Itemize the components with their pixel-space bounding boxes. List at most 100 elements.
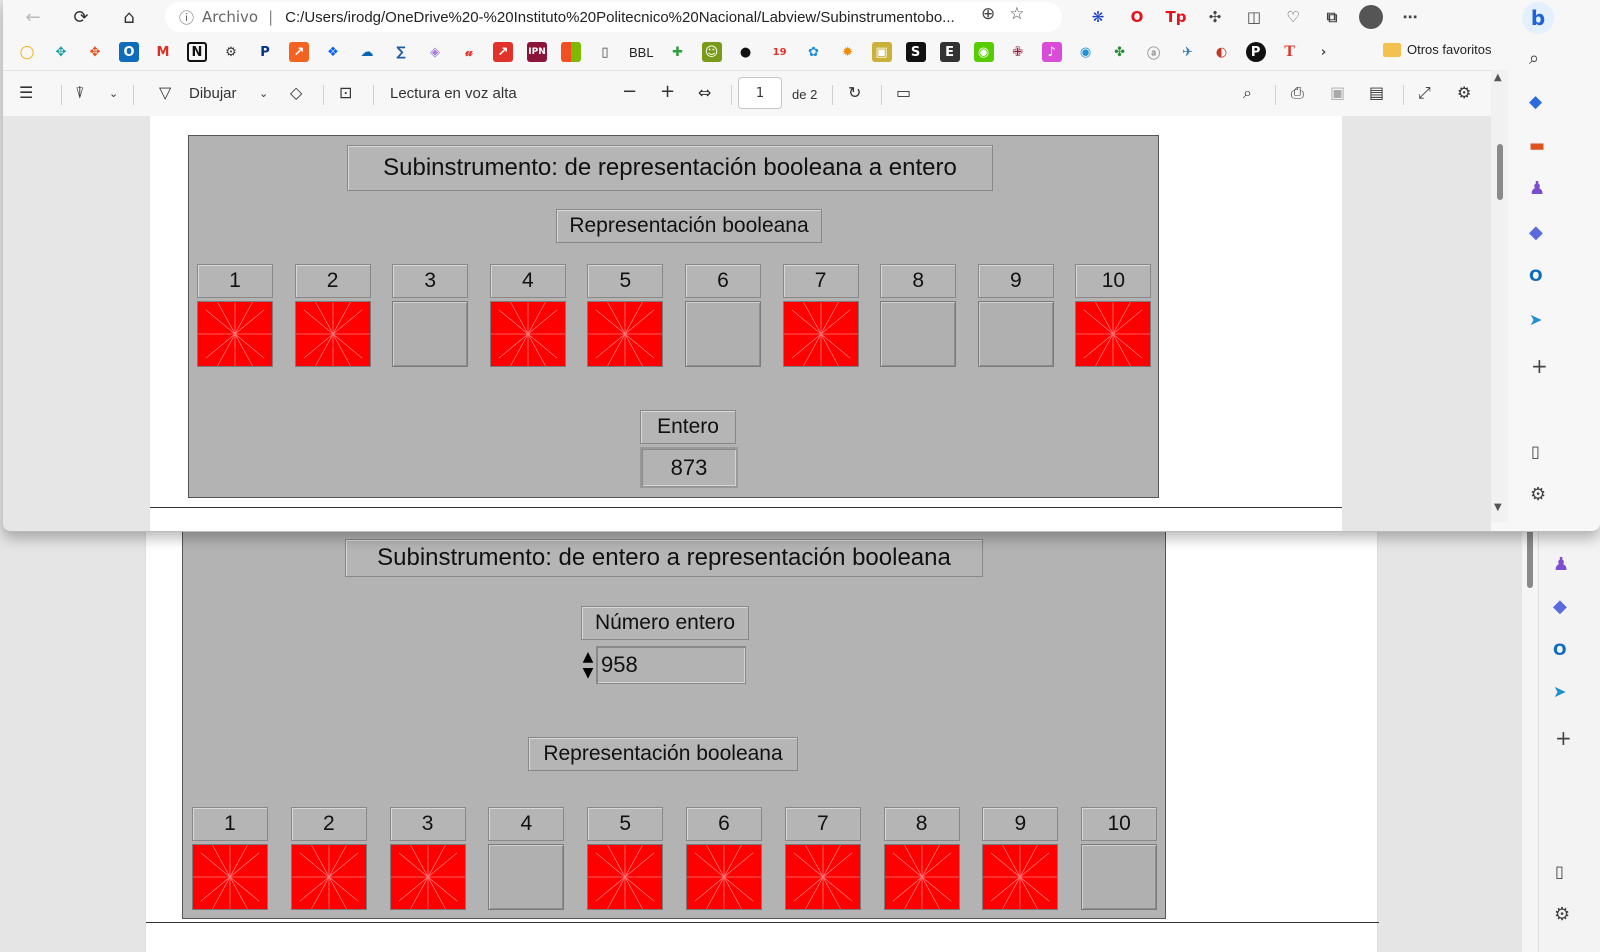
draw-pen-icon[interactable]: ▽	[159, 83, 172, 102]
led-off[interactable]	[685, 301, 761, 367]
duolingo-bookmark-icon[interactable]: ◉	[973, 42, 994, 62]
pdf-scrollbar[interactable]: ▲ ▼	[1491, 70, 1508, 522]
send-icon[interactable]: ➤	[1529, 310, 1543, 329]
bookmark-icon[interactable]: ✹	[842, 44, 854, 60]
decrement-arrow-icon[interactable]: ▼	[582, 665, 594, 681]
background-scrollbar[interactable]	[1522, 520, 1538, 952]
send-icon[interactable]: ➤	[1553, 682, 1567, 701]
bookmark-icon[interactable]: ☺	[701, 42, 722, 62]
bookmark-icon[interactable]: ⚙	[225, 44, 237, 60]
fullscreen-icon[interactable]: ⤢	[1418, 83, 1431, 102]
back-arrow-icon[interactable]: ←	[25, 6, 41, 28]
led-on[interactable]	[587, 301, 664, 367]
bookmark-icon[interactable]: ⓐ	[1147, 46, 1161, 62]
led-on[interactable]	[982, 844, 1059, 910]
settings-gear-icon[interactable]: ⚙	[1530, 484, 1547, 505]
scroll-thumb[interactable]	[1527, 524, 1533, 588]
fit-width-icon[interactable]: ⇔	[698, 83, 712, 102]
bookmark-icon[interactable]: ✙	[1012, 44, 1024, 60]
search-icon[interactable]: ⌕	[1243, 83, 1252, 102]
chevron-down-icon[interactable]: ⌄	[259, 87, 269, 100]
add-icon[interactable]: +	[1555, 726, 1572, 750]
save-icon[interactable]: ▣	[1330, 83, 1346, 102]
led-off[interactable]	[977, 301, 1054, 367]
split-screen-icon[interactable]: ◫	[1246, 8, 1262, 26]
extensions-puzzle-icon[interactable]: ✣	[1208, 8, 1222, 26]
copilot-icon[interactable]: b	[1522, 2, 1554, 34]
bookmark-icon[interactable]: ↗	[493, 42, 513, 62]
performance-icon[interactable]: ♡	[1286, 8, 1300, 26]
led-off[interactable]	[880, 301, 957, 367]
opera-icon[interactable]: O	[1130, 8, 1144, 26]
led-off[interactable]	[488, 844, 565, 910]
more-bookmarks-chevron-icon[interactable]: ›	[1320, 44, 1327, 60]
led-on[interactable]	[883, 844, 960, 910]
read-aloud-button[interactable]: Lectura en voz alta	[390, 85, 517, 102]
led-on[interactable]	[389, 844, 466, 910]
dropbox-bookmark-icon[interactable]: ❖	[327, 44, 339, 60]
led-off[interactable]	[1081, 844, 1158, 910]
document-bookmark-icon[interactable]: ▯	[601, 44, 609, 60]
calendar-bookmark-icon[interactable]: 19	[772, 46, 787, 58]
collections-icon[interactable]: ⧉	[1326, 8, 1338, 26]
bookmark-icon[interactable]: ◯	[19, 44, 35, 60]
home-icon[interactable]: ⌂	[123, 6, 135, 28]
settings-gear-icon[interactable]: ⚙	[1554, 904, 1571, 925]
profile-avatar[interactable]	[1358, 4, 1384, 30]
m365-icon[interactable]: ◆	[1529, 222, 1543, 243]
bookmark-icon[interactable]: IPN	[527, 42, 547, 62]
outlook-icon[interactable]: O	[1553, 640, 1567, 659]
games-icon[interactable]: ♟	[1553, 554, 1570, 575]
bookmark-icon[interactable]: ✥	[89, 44, 101, 60]
bookmark-icon[interactable]: 𝓊	[465, 44, 473, 60]
notion-bookmark-icon[interactable]: N	[187, 42, 207, 62]
pdf-viewer[interactable]: Subinstrumento: de representación boolea…	[3, 116, 1491, 531]
outlook-icon[interactable]: O	[1529, 266, 1543, 285]
bookmark-icon[interactable]: ✚	[672, 44, 684, 60]
led-on[interactable]	[587, 844, 664, 910]
scroll-up-arrow-icon[interactable]: ▲	[1494, 72, 1502, 83]
print-icon[interactable]: ⎙	[1291, 83, 1304, 102]
bookmark-icon[interactable]: P	[1245, 42, 1266, 62]
url-field[interactable]: ⓘ Archivo | C:/Users/irodg/OneDrive%20-%…	[165, 2, 1062, 32]
led-on[interactable]	[192, 844, 268, 910]
outlook-bookmark-icon[interactable]: O	[119, 42, 139, 62]
sidebar-toggle-icon[interactable]: ▯	[1531, 442, 1540, 461]
pdf-settings-gear-icon[interactable]: ⚙	[1457, 83, 1472, 102]
bookmark-icon[interactable]: ∑	[396, 44, 406, 60]
bookmark-icon[interactable]: ◉	[1079, 44, 1092, 60]
favorite-star-icon[interactable]: ☆	[1009, 4, 1025, 24]
add-icon[interactable]: +	[1531, 354, 1548, 378]
sidebar-toggle-icon[interactable]: ▯	[1555, 862, 1564, 881]
bookmark-icon[interactable]: ◈	[430, 44, 440, 60]
bookmark-icon[interactable]: ✥	[55, 44, 67, 60]
led-off[interactable]	[392, 301, 469, 367]
page-number-input[interactable]: 1	[738, 77, 782, 109]
led-on[interactable]	[1075, 301, 1152, 367]
sidebar-search-icon[interactable]: ⌕	[1529, 48, 1540, 69]
chevron-down-icon[interactable]: ⌄	[109, 87, 119, 100]
bookmark-icon[interactable]: ✈	[1182, 44, 1194, 60]
rotate-icon[interactable]: ↻	[848, 83, 862, 102]
gmail-bookmark-icon[interactable]: M	[156, 44, 170, 60]
led-on[interactable]	[197, 301, 273, 367]
bookmark-icon[interactable]: ◐	[1215, 44, 1228, 60]
text-box-icon[interactable]: ⊡	[339, 83, 353, 102]
bookmark-bbl[interactable]: BBL	[629, 44, 654, 60]
paypal-bookmark-icon[interactable]: P	[260, 44, 270, 60]
info-icon[interactable]: ⓘ	[179, 8, 195, 27]
integer-input-field[interactable]: 958	[596, 646, 746, 684]
scroll-down-arrow-icon[interactable]: ▼	[1494, 502, 1502, 513]
contents-list-icon[interactable]: ☰	[19, 83, 34, 102]
page-view-icon[interactable]: ▭	[896, 83, 912, 102]
eraser-icon[interactable]: ◇	[290, 83, 303, 102]
bookmark-icon[interactable]: ♪	[1041, 42, 1062, 62]
extension-icon[interactable]: ❋	[1091, 8, 1105, 26]
other-favorites-folder[interactable]: Otros favoritos	[1383, 42, 1492, 57]
scroll-thumb[interactable]	[1497, 144, 1503, 200]
bookmark-icon[interactable]: ▣	[871, 42, 892, 62]
onedrive-bookmark-icon[interactable]: ☁	[360, 44, 374, 60]
m365-icon[interactable]: ◆	[1553, 596, 1567, 617]
draw-button[interactable]: Dibujar	[189, 85, 237, 102]
save-as-icon[interactable]: ▤	[1369, 83, 1385, 102]
